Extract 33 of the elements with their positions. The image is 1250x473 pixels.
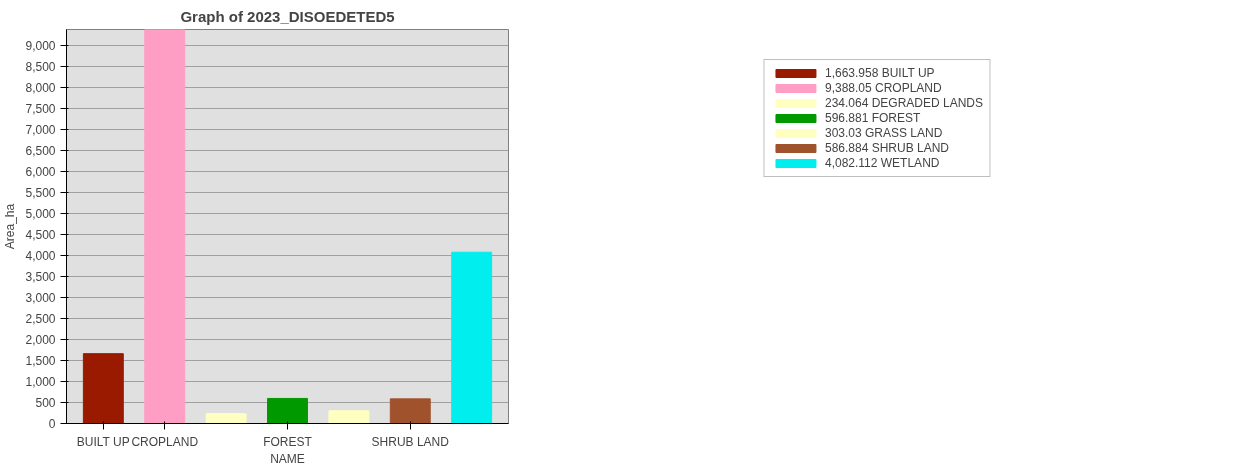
y-tick-label: 6,000 [25,165,56,180]
y-tick-label: 500 [35,396,56,411]
legend-label: 596.881 FOREST [824,111,921,125]
x-axis-title: NAME [270,451,305,466]
y-tick-label: 7,000 [25,123,56,138]
y-tick-label: 3,500 [25,270,56,285]
y-tick-label: 9,000 [25,39,56,54]
y-tick-label: 5,000 [25,207,56,222]
legend-label: 1,663.958 BUILT UP [824,66,935,80]
y-tick-label: 8,000 [25,81,56,96]
legend-label: 234.064 DEGRADED LANDS [824,96,984,110]
x-tick-label: SHRUB LAND [371,434,450,449]
y-tick-label: 3,000 [25,291,56,306]
y-tick-label: 4,000 [25,249,56,264]
x-tick-label: CROPLAND [131,434,199,449]
x-tick-label: FOREST [263,434,313,449]
legend-label: 586.884 SHRUB LAND [824,141,950,155]
y-tick-label: 1,000 [25,375,56,390]
y-tick-label: 1,500 [25,354,56,369]
y-axis-title: Area_ha [3,203,18,250]
y-tick-label: 2,000 [25,333,56,348]
y-tick-label: 4,500 [25,228,56,243]
y-tick-label: 2,500 [25,312,56,327]
legend-label: 4,082.112 WETLAND [824,156,940,170]
legend-label: 303.03 GRASS LAND [824,126,943,140]
y-tick-label: 8,500 [25,60,56,75]
chart-title: Graph of 2023_DISOEDETED5 [180,7,395,25]
x-tick-label: BUILT UP [76,434,130,449]
y-tick-label: 0 [48,417,56,431]
y-tick-label: 5,500 [25,186,56,201]
y-tick-label: 6,500 [25,144,56,159]
y-tick-label: 7,500 [25,102,56,117]
legend-label: 9,388.05 CROPLAND [824,81,942,95]
